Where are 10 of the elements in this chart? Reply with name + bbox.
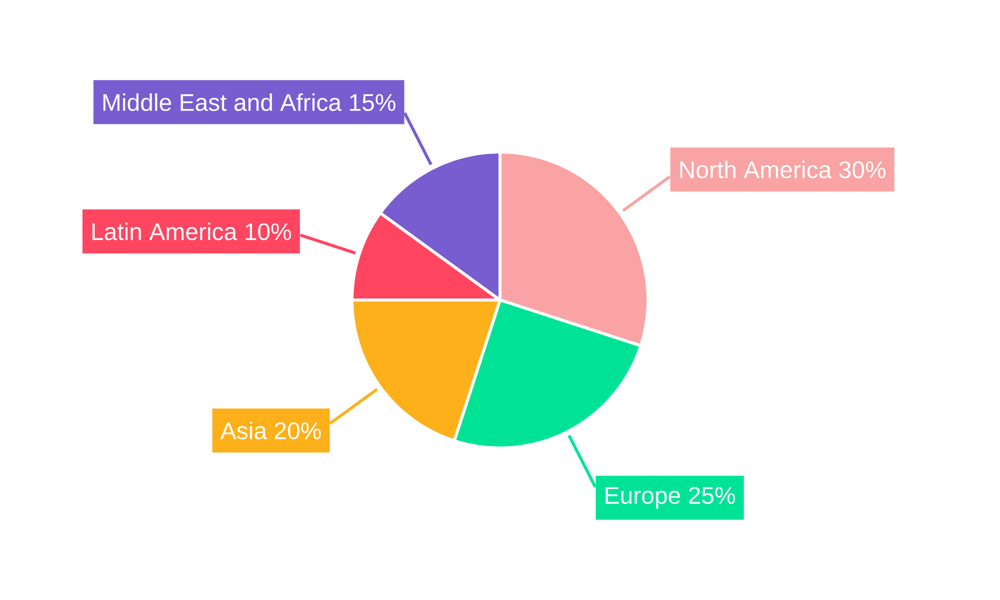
data-label: 10%	[246, 223, 292, 240]
data-label: 25%	[689, 486, 735, 504]
slice-label: North America	[680, 160, 832, 178]
data-label: 30%	[839, 161, 886, 178]
slice-label: Middle East and Africa	[103, 93, 342, 111]
slice-label: Latin America	[92, 222, 238, 240]
slice-label: Asia	[220, 422, 267, 440]
data-label: 15%	[350, 94, 396, 111]
slice-label: Europe	[606, 487, 680, 509]
data-label: 20%	[274, 422, 321, 440]
